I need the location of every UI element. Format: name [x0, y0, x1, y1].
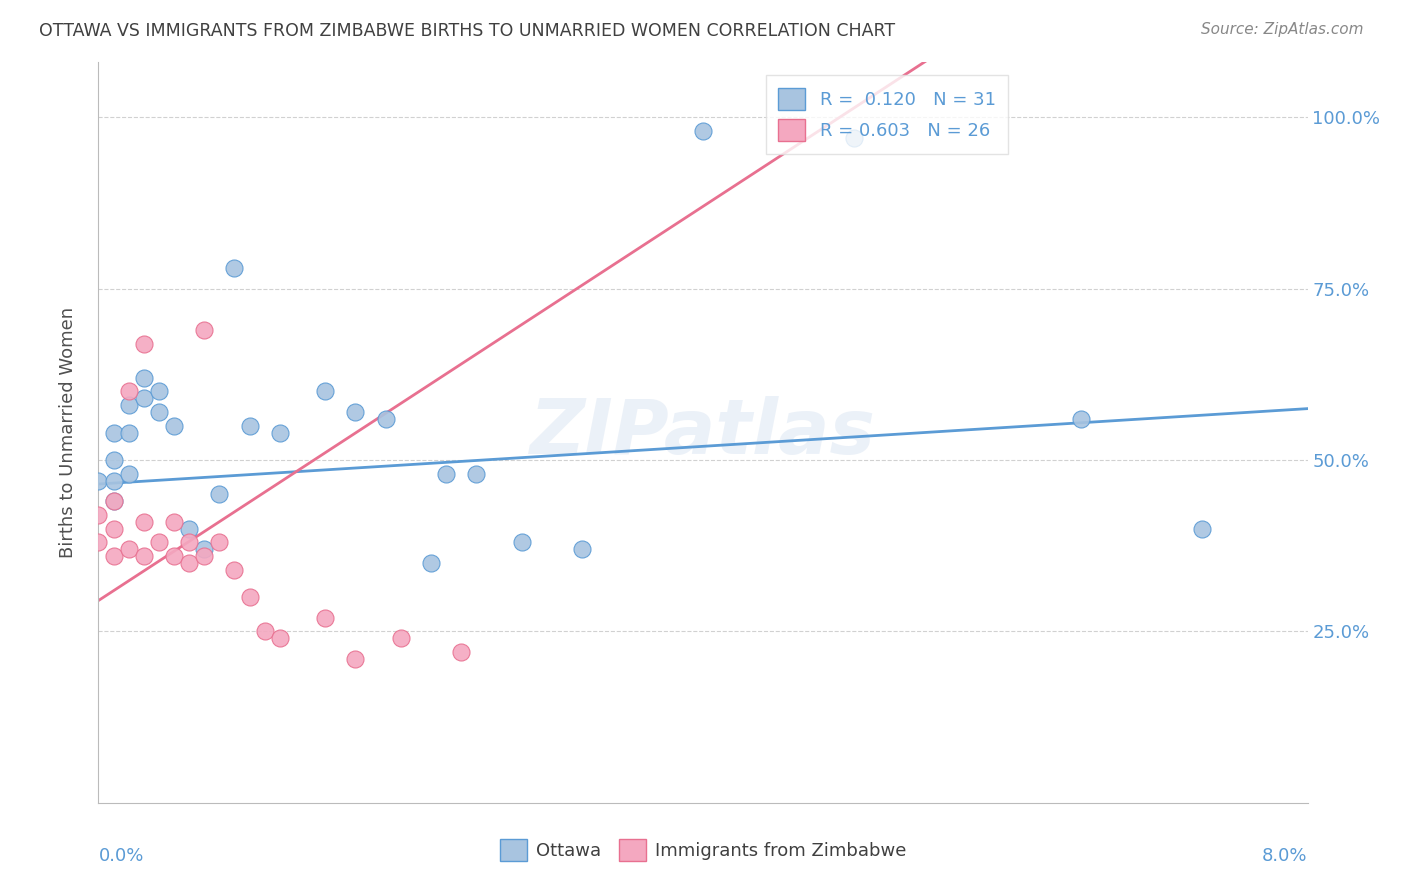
Point — [163, 549, 186, 563]
Text: OTTAWA VS IMMIGRANTS FROM ZIMBABWE BIRTHS TO UNMARRIED WOMEN CORRELATION CHART: OTTAWA VS IMMIGRANTS FROM ZIMBABWE BIRTH… — [39, 22, 896, 40]
Point — [465, 467, 488, 481]
Point — [132, 549, 155, 563]
Point — [179, 522, 201, 536]
Point — [314, 384, 336, 399]
Point — [239, 590, 262, 604]
Point — [1070, 412, 1092, 426]
Point — [1191, 522, 1213, 536]
Point — [87, 535, 110, 549]
Point — [692, 124, 714, 138]
Point — [269, 425, 291, 440]
Point — [103, 453, 125, 467]
Point — [224, 563, 246, 577]
Text: 8.0%: 8.0% — [1263, 847, 1308, 865]
Point — [253, 624, 276, 639]
Point — [148, 405, 170, 419]
Point — [224, 261, 246, 276]
Text: 0.0%: 0.0% — [98, 847, 143, 865]
Point — [344, 405, 367, 419]
Point — [132, 336, 155, 351]
Point — [148, 384, 170, 399]
Point — [118, 425, 141, 440]
Text: Source: ZipAtlas.com: Source: ZipAtlas.com — [1201, 22, 1364, 37]
Point — [118, 384, 141, 399]
Point — [179, 556, 201, 570]
Point — [118, 542, 141, 557]
Point — [193, 549, 215, 563]
Point — [239, 418, 262, 433]
Point — [103, 494, 125, 508]
Point — [103, 549, 125, 563]
Point — [132, 371, 155, 385]
Point — [148, 535, 170, 549]
Point — [132, 515, 155, 529]
Point — [87, 508, 110, 522]
Point — [844, 131, 866, 145]
Point — [103, 425, 125, 440]
Point — [269, 632, 291, 646]
Y-axis label: Births to Unmarried Women: Births to Unmarried Women — [59, 307, 77, 558]
Point — [87, 474, 110, 488]
Point — [163, 515, 186, 529]
Point — [179, 535, 201, 549]
Point — [208, 535, 231, 549]
Point — [103, 522, 125, 536]
Point — [132, 392, 155, 406]
Point — [193, 542, 215, 557]
Point — [103, 494, 125, 508]
Legend: Ottawa, Immigrants from Zimbabwe: Ottawa, Immigrants from Zimbabwe — [492, 831, 914, 868]
Point — [163, 418, 186, 433]
Point — [118, 467, 141, 481]
Point — [208, 487, 231, 501]
Text: ZIPatlas: ZIPatlas — [530, 396, 876, 469]
Point — [389, 632, 412, 646]
Point — [118, 398, 141, 412]
Point — [434, 467, 457, 481]
Point — [103, 474, 125, 488]
Point — [344, 652, 367, 666]
Point — [510, 535, 533, 549]
Point — [420, 556, 443, 570]
Point — [571, 542, 593, 557]
Point — [314, 610, 336, 624]
Point — [374, 412, 396, 426]
Point — [450, 645, 472, 659]
Point — [193, 323, 215, 337]
